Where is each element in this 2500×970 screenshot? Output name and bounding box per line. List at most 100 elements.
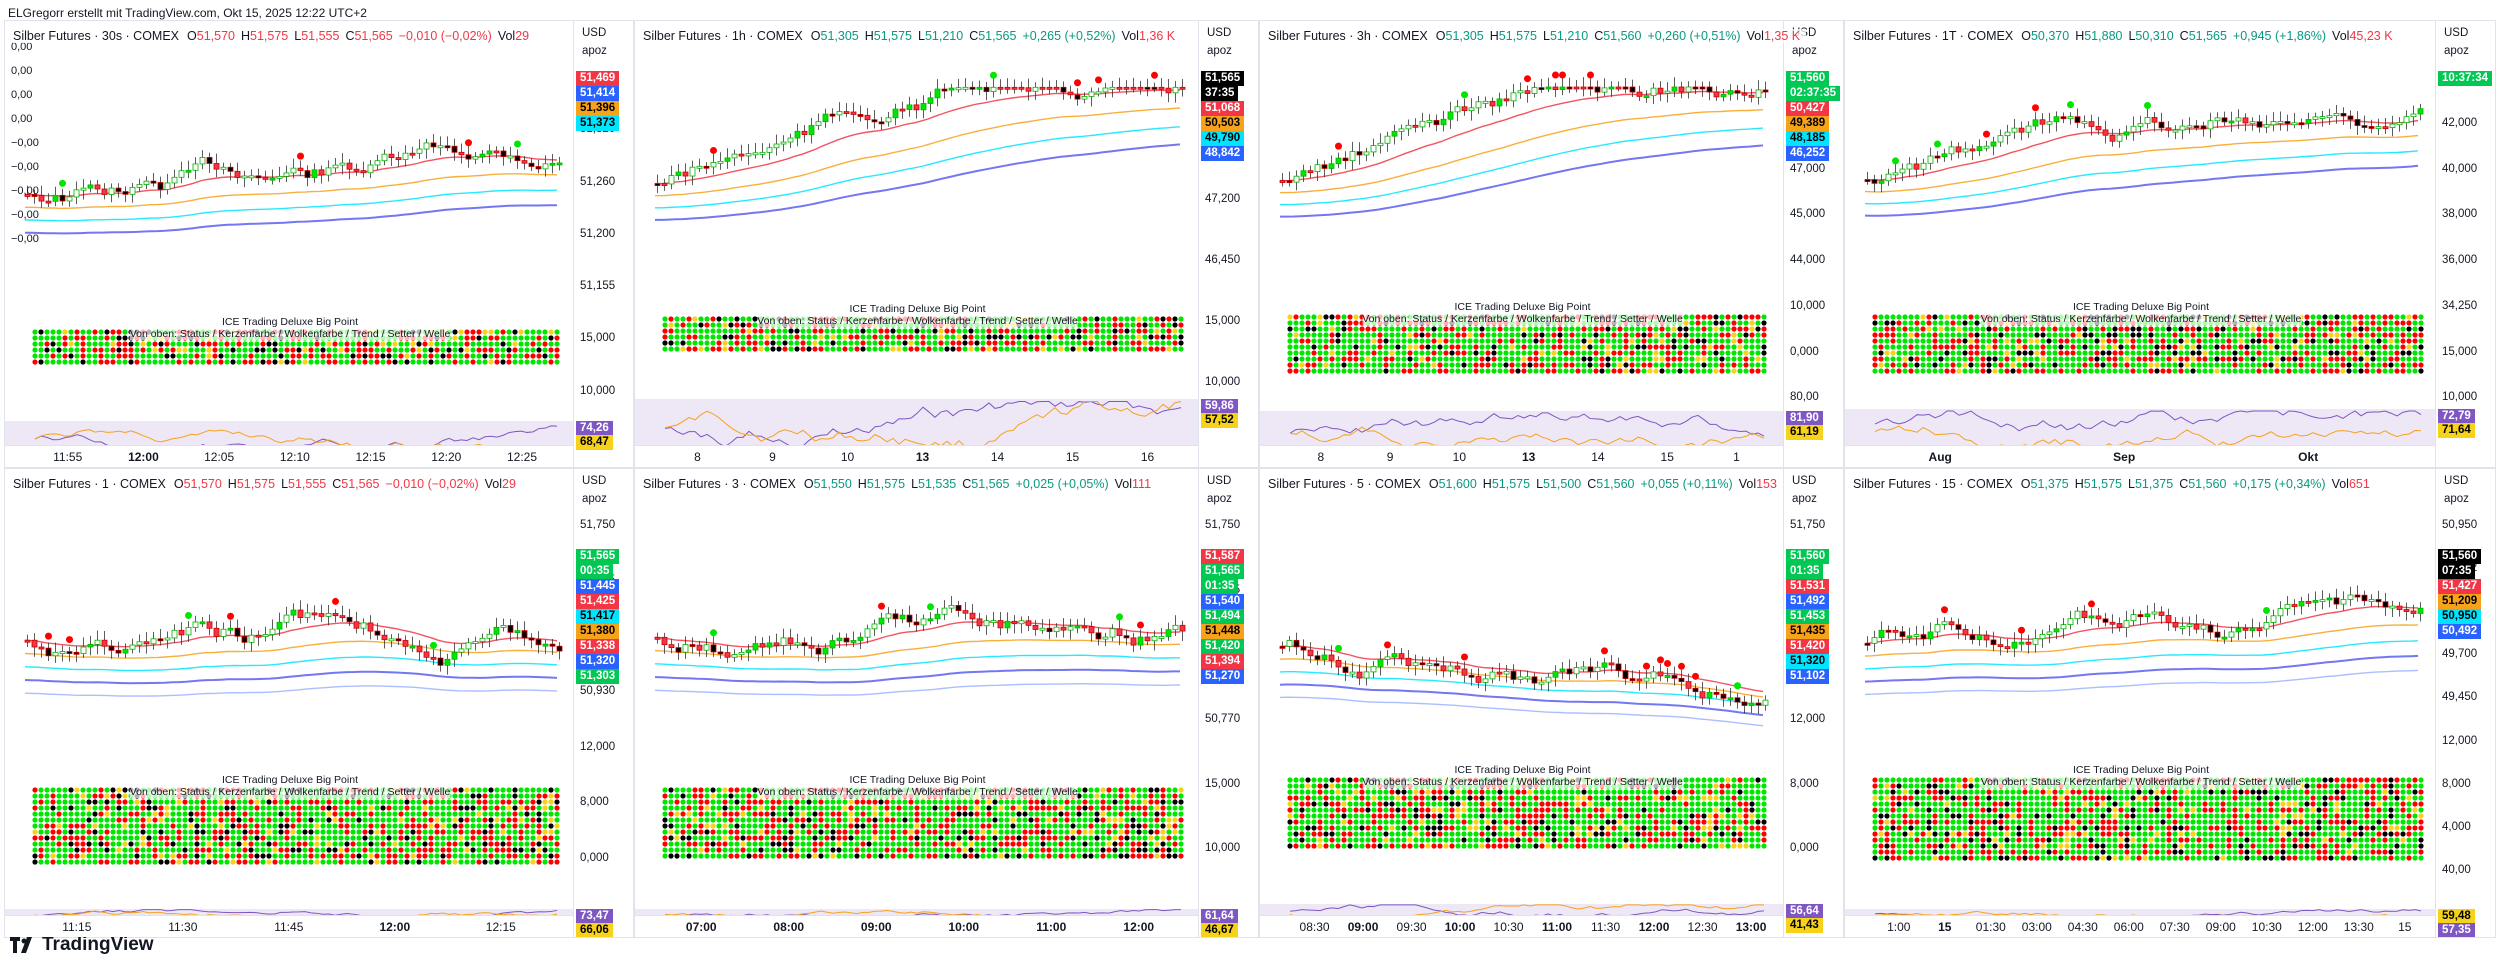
indicator-dot [1329,362,1335,368]
price-axis[interactable]: USDapoz51,75051,62551,03050,93012,0008,0… [573,469,633,937]
indicator-dot [1944,368,1950,374]
indicator-dot [2268,332,2274,338]
indicator-dot [824,346,830,352]
indicator-dot [968,328,974,334]
indicator-dot [1311,338,1317,344]
price-axis[interactable]: USDapoz52,00050,00047,00045,00044,00010,… [1783,21,1843,467]
panel-legend[interactable]: Silber Futures · 1h · COMEX O51,305 H51,57… [643,29,1182,43]
price-axis[interactable]: USDapoz46,00042,00040,00038,00036,00034,… [2435,21,2495,467]
indicator-dot [1872,356,1878,362]
indicator-dot [1371,338,1377,344]
price-chart-canvas[interactable] [5,21,575,447]
candle [2235,117,2242,122]
indicator-dot [1443,326,1449,332]
indicator-dot [38,823,44,829]
indicator-dot [1587,362,1593,368]
chart-panel-p1m[interactable]: Silber Futures · 1 · COMEX O51,570 H51,575… [4,468,634,938]
indicator-dot [2406,362,2412,368]
indicator-dot [398,347,404,353]
indicator-dot [146,823,152,829]
indicator-dot [56,805,62,811]
indicator-dot [860,328,866,334]
indicator-dot [2112,332,2118,338]
indicator-dot [662,316,668,322]
time-axis[interactable]: 11:15 11:30 11:45 12:00 12:15 [5,915,573,937]
indicator-dot [242,817,248,823]
time-axis[interactable]: 11:55 12:00 12:05 12:10 12:15 12:20 12:25 [5,445,573,467]
indicator-dot [1980,326,1986,332]
indicator-dot [1305,368,1311,374]
price-chart-canvas[interactable] [635,469,1200,917]
chart-panel-p30s[interactable]: Silber Futures · 30s · COMEX O51,570 H51,5… [4,20,634,468]
panel-legend[interactable]: Silber Futures · 30s · COMEX O51,570 H51,5… [13,29,536,43]
panel-legend[interactable]: Silber Futures · 3h · COMEX O51,305 H51,57… [1268,29,1807,43]
price-chart-canvas[interactable] [5,469,575,917]
indicator-dot [44,847,50,853]
indicator-dot [2280,326,2286,332]
chart-panel-p3m[interactable]: Silber Futures · 3 · COMEX O51,550 H51,575… [634,468,1259,938]
indicator-dot [1010,334,1016,340]
indicator-dot [206,347,212,353]
indicator-dot [248,341,254,347]
indicator-dot [1665,338,1671,344]
chart-panel-p1t[interactable]: Silber Futures · 1T · COMEX O50,370 H51,88… [1844,20,2496,468]
indicator-dot [56,817,62,823]
indicator-dot [2130,368,2136,374]
indicator-dot [176,841,182,847]
indicator-dot [1449,338,1455,344]
panel-legend[interactable]: Silber Futures · 3 · COMEX O51,550 H51,575… [643,477,1158,491]
chart-panel-p1h[interactable]: Silber Futures · 1h · COMEX O51,305 H51,57… [634,20,1259,468]
time-axis[interactable]: 8 9 10 13 14 15 16 [635,445,1198,467]
indicator-dot [1731,344,1737,350]
price-chart-canvas[interactable] [635,21,1200,447]
indicator-dot [1623,338,1629,344]
indicator-dot [2244,368,2250,374]
indicator-dot [1956,326,1962,332]
time-axis[interactable]: 8 9 10 13 14 15 1 [1260,445,1783,467]
indicator-dot [2256,356,2262,362]
indicator-dot [518,359,524,365]
indicator-dot [200,811,206,817]
indicator-dot [1485,350,1491,356]
indicator-dot [2364,356,2370,362]
indicator-dot [2106,344,2112,350]
panel-legend[interactable]: Silber Futures · 1T · COMEX O50,370 H51,88… [1853,29,2399,43]
indicator-dot [242,829,248,835]
indicator-dot [416,817,422,823]
indicator-dot [332,341,338,347]
indicator-dot [320,353,326,359]
time-axis[interactable]: Aug Sep Okt [1845,445,2435,467]
indicator-dot [506,841,512,847]
high-value: 51,575 [250,29,289,43]
indicator-dot [440,823,446,829]
indicator-dot [146,817,152,823]
chart-panel-p3h[interactable]: Silber Futures · 3h · COMEX O51,305 H51,57… [1259,20,1844,468]
panel-legend[interactable]: Silber Futures · 1 · COMEX O51,570 H51,575… [13,477,522,491]
indicator-dot [674,340,680,346]
indicator-dot [1046,340,1052,346]
price-chart-canvas[interactable] [1260,21,1785,447]
price-axis[interactable]: USDapoz51,50051,32051,26051,20051,15515,… [573,21,633,467]
indicator-dot [254,811,260,817]
indicator-dot [2340,350,2346,356]
indicator-dot [1581,368,1587,374]
indicator-dot [1689,326,1695,332]
indicator-dot [182,359,188,365]
indicator-dot [470,817,476,823]
indicator-dot [1635,362,1641,368]
price-axis[interactable]: USDapoz52,00048,00047,20046,45015,00010,… [1198,21,1258,467]
indicator-dot [1371,350,1377,356]
indicator-dot [1992,350,1998,356]
indicator-dot [314,359,320,365]
indicator-dot [2412,368,2418,374]
indicator-dot [1100,334,1106,340]
indicator-dot [1611,344,1617,350]
indicator-dot [1455,356,1461,362]
candle [1314,164,1321,172]
indicator-dot [1659,338,1665,344]
indicator-dot [212,823,218,829]
indicator-dot [1425,350,1431,356]
indicator-dot [374,811,380,817]
indicator-dot [212,859,218,865]
price-chart-canvas[interactable] [1845,21,2437,447]
